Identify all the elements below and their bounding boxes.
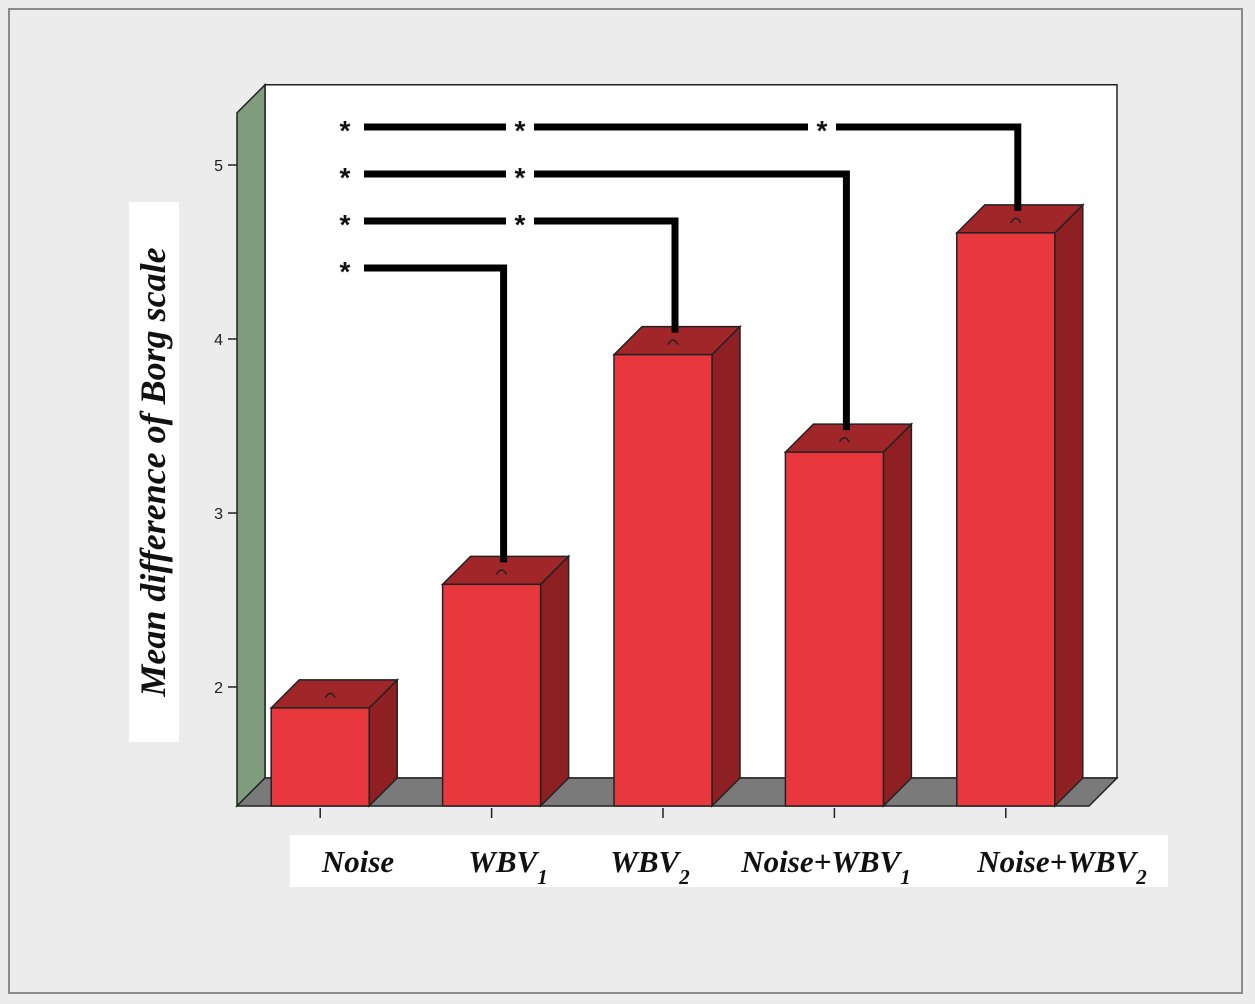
bar-2 <box>440 554 571 808</box>
x-label-band <box>290 835 1168 887</box>
significance-star: * <box>515 209 526 240</box>
bar-side <box>882 422 913 808</box>
significance-star: * <box>340 162 351 193</box>
error-cap <box>667 339 679 346</box>
significance-star: * <box>340 115 351 146</box>
bar-3 <box>612 324 742 808</box>
y-axis-label: Mean difference of Borg scale <box>133 247 173 697</box>
x-tick-label: Noise <box>321 844 395 879</box>
significance-bracket-4: * <box>340 256 508 563</box>
plot-area: 2 3 4 5 Mean difference of Borg scale Noise WB… <box>129 82 1168 889</box>
bar-front <box>270 707 370 807</box>
bar-4 <box>783 422 914 808</box>
significance-star: * <box>515 115 526 146</box>
bar-side <box>1054 203 1084 808</box>
y-tick-label: 2 <box>214 680 223 697</box>
significance-bracket-3: * * <box>340 209 679 333</box>
left-wall <box>236 82 266 808</box>
y-tick-label: 3 <box>214 506 223 523</box>
x-tick-label: WBV1 <box>468 844 547 889</box>
significance-bracket-1: * * * <box>340 115 1022 211</box>
bar-1 <box>269 678 400 808</box>
y-axis-label-box <box>129 202 179 742</box>
y-tick-label: 5 <box>214 158 223 175</box>
error-cap <box>495 569 508 575</box>
figure-frame: 2 3 4 5 Mean difference of Borg scale Noise WB… <box>8 8 1243 994</box>
bar-side <box>539 554 570 808</box>
bar-front <box>784 451 885 807</box>
bar-chart: 2 3 4 5 Mean difference of Borg scale Noise WB… <box>129 82 1168 889</box>
bar-front <box>441 583 542 807</box>
x-tick-label: Noise+WBV2 <box>976 844 1147 889</box>
error-cap <box>324 692 336 699</box>
bar-front <box>613 353 713 807</box>
bar-5 <box>954 203 1085 808</box>
bar-side <box>711 324 741 808</box>
significance-bracket-2: * * <box>340 162 850 431</box>
error-cap <box>838 436 851 443</box>
significance-star: * <box>340 209 351 240</box>
significance-star: * <box>817 115 828 146</box>
significance-star: * <box>340 256 351 287</box>
bar-front <box>956 232 1056 807</box>
x-tick-label: Noise+WBV1 <box>740 844 910 889</box>
x-tick-label: WBV2 <box>610 844 690 889</box>
y-tick-label: 4 <box>214 332 223 349</box>
significance-star: * <box>515 162 526 193</box>
error-cap <box>1010 217 1022 224</box>
